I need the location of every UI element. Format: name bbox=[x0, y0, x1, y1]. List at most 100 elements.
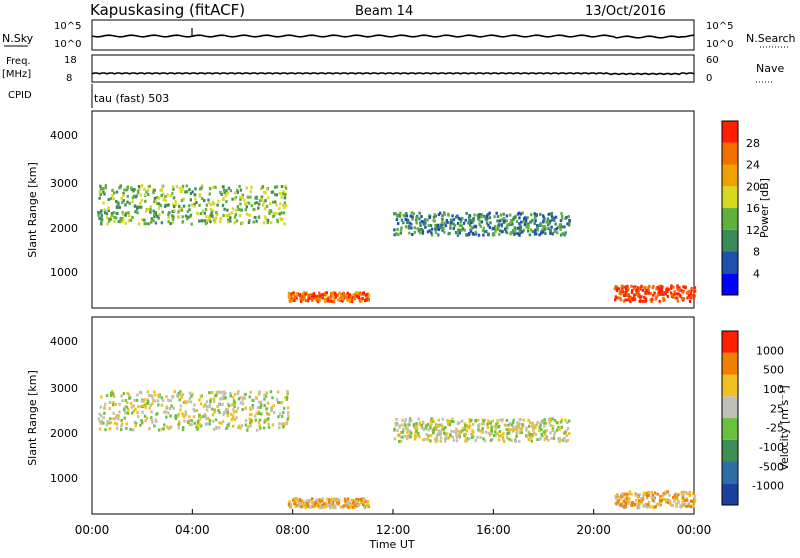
range-time-cell bbox=[439, 439, 442, 443]
range-time-cell bbox=[547, 223, 550, 227]
range-time-cell bbox=[169, 399, 172, 403]
range-time-cell bbox=[140, 198, 144, 202]
range-time-cell bbox=[547, 227, 550, 231]
range-time-cell bbox=[117, 205, 120, 209]
range-time-cell bbox=[445, 219, 449, 222]
range-time-cell bbox=[136, 189, 140, 193]
range-time-cell bbox=[244, 208, 247, 212]
range-time-cell bbox=[527, 430, 530, 434]
range-time-cell bbox=[252, 207, 255, 211]
range-time-cell bbox=[130, 186, 133, 190]
range-time-cell bbox=[143, 218, 146, 222]
range-time-cell bbox=[451, 435, 455, 439]
range-time-cell bbox=[205, 203, 208, 207]
range-time-cell bbox=[693, 494, 696, 498]
range-time-cell bbox=[689, 505, 693, 509]
range-time-cell bbox=[497, 224, 500, 228]
range-time-cell bbox=[676, 498, 679, 502]
range-time-cell bbox=[443, 230, 446, 234]
range-time-cell bbox=[120, 428, 123, 432]
range-time-cell bbox=[471, 430, 474, 434]
range-time-cell bbox=[309, 293, 312, 297]
range-time-cell bbox=[660, 499, 663, 503]
range-time-cell bbox=[330, 299, 333, 303]
range-time-cell bbox=[657, 286, 660, 290]
range-time-cell bbox=[664, 292, 667, 296]
range-time-cell bbox=[311, 504, 314, 508]
range-time-cell bbox=[107, 206, 110, 210]
range-time-cell bbox=[118, 402, 121, 406]
range-time-cell bbox=[418, 229, 421, 233]
range-time-cell bbox=[156, 202, 159, 205]
freq-left-tick-top: 18 bbox=[64, 55, 77, 66]
range-time-cell bbox=[357, 294, 360, 298]
velocity-ytick-4000: 4000 bbox=[50, 335, 78, 348]
range-time-cell bbox=[342, 291, 345, 295]
range-time-cell bbox=[658, 284, 661, 288]
range-time-cell bbox=[690, 287, 693, 290]
range-time-cell bbox=[687, 502, 691, 506]
range-time-cell bbox=[558, 440, 561, 444]
range-time-cell bbox=[193, 193, 196, 197]
range-time-cell bbox=[466, 437, 469, 441]
range-time-cell bbox=[625, 492, 629, 496]
range-time-cell bbox=[299, 297, 303, 300]
range-time-cell bbox=[551, 424, 555, 428]
range-time-cell bbox=[553, 218, 556, 222]
range-time-cell bbox=[104, 184, 108, 188]
range-time-cell bbox=[245, 212, 249, 216]
power-colorbar-color-step bbox=[722, 186, 738, 209]
range-time-cell bbox=[566, 438, 570, 442]
range-time-cell bbox=[471, 226, 474, 230]
range-time-cell bbox=[126, 200, 129, 204]
range-time-cell bbox=[187, 400, 190, 404]
range-time-cell bbox=[351, 505, 355, 509]
x-axis: 00:00 04:00 08:00 12:00 16:00 20:00 00:00 bbox=[75, 509, 711, 537]
range-time-cell bbox=[367, 503, 370, 507]
range-time-cell bbox=[441, 417, 444, 421]
range-time-cell bbox=[399, 439, 403, 443]
range-time-cell bbox=[108, 401, 112, 404]
range-time-cell bbox=[456, 230, 459, 234]
range-time-cell bbox=[512, 217, 515, 221]
range-time-cell bbox=[482, 226, 485, 230]
range-time-cell bbox=[404, 225, 408, 229]
range-time-cell bbox=[272, 215, 275, 218]
range-time-cell bbox=[693, 289, 697, 293]
range-time-cell bbox=[259, 404, 263, 408]
range-time-cell bbox=[97, 417, 100, 421]
range-time-cell bbox=[514, 425, 518, 429]
range-time-cell bbox=[539, 421, 542, 425]
range-time-cell bbox=[212, 427, 216, 431]
range-time-cell bbox=[270, 221, 273, 225]
range-time-cell bbox=[436, 432, 440, 436]
range-time-cell bbox=[638, 295, 642, 299]
range-time-cell bbox=[474, 225, 478, 229]
range-time-cell bbox=[211, 407, 214, 411]
range-time-cell bbox=[460, 224, 464, 228]
range-time-cell bbox=[176, 393, 179, 397]
range-time-cell bbox=[257, 410, 261, 414]
range-time-cell bbox=[123, 188, 126, 192]
range-time-cell bbox=[208, 419, 211, 423]
range-time-cell bbox=[661, 292, 665, 296]
range-time-cell bbox=[209, 214, 212, 218]
range-time-cell bbox=[238, 214, 242, 218]
range-time-cell bbox=[422, 428, 425, 432]
range-time-cell bbox=[488, 433, 492, 437]
range-time-cell bbox=[639, 501, 642, 505]
power-colorbar-color-step bbox=[722, 229, 738, 252]
velocity-colorbar-tick: -1000 bbox=[752, 480, 784, 493]
range-time-cell bbox=[174, 203, 177, 207]
range-time-cell bbox=[666, 500, 670, 504]
cpid-text: tau (fast) 503 bbox=[94, 92, 169, 105]
range-time-cell bbox=[292, 291, 295, 295]
range-time-cell bbox=[227, 421, 231, 425]
range-time-cell bbox=[521, 426, 524, 430]
range-time-cell bbox=[669, 502, 672, 506]
range-time-cell bbox=[348, 501, 351, 505]
range-time-cell bbox=[113, 191, 116, 195]
range-time-cell bbox=[543, 424, 546, 428]
range-time-cell bbox=[564, 418, 567, 422]
range-time-cell bbox=[403, 420, 407, 424]
